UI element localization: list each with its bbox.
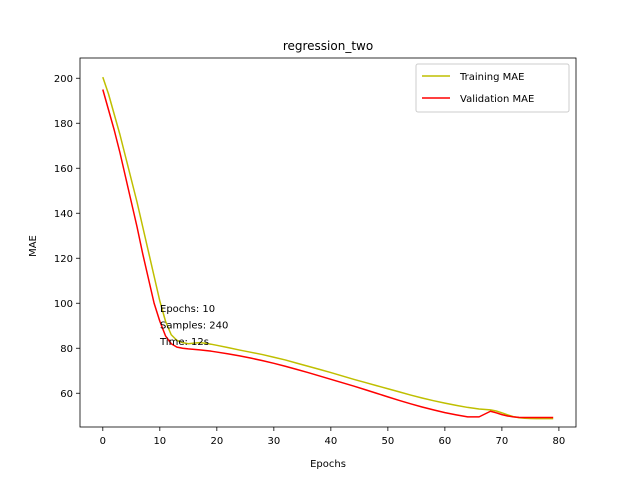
x-tick-label: 10 [153,436,166,447]
plot-area: 0 10 20 30 40 50 60 70 80 60 80 100 120 140 160 180 200 [54,57,577,447]
y-tick-label: 140 [54,209,73,220]
legend-label-0: Training MAE [459,72,524,83]
annotation-line: Samples: 240 [160,321,228,332]
legend: Training MAE Validation MAE [415,63,570,113]
x-axis-label: Epochs [310,459,346,470]
x-tick-label: 80 [553,436,566,447]
annotation-block: Epochs: 10 Samples: 240 Time: 12s [159,304,228,348]
x-tick-label: 60 [439,436,452,447]
axes-frame [79,57,577,428]
y-axis-label: MAE [28,235,39,257]
y-tick-label: 180 [54,119,73,130]
x-tick-label: 50 [381,436,394,447]
legend-label-1: Validation MAE [460,94,534,105]
annotation-line: Time: 12s [159,337,209,348]
y-tick-label: 120 [54,254,73,265]
y-tick-label: 100 [54,299,73,310]
x-tick-label: 40 [324,436,337,447]
x-tick-label: 30 [267,436,280,447]
x-tick-label: 70 [496,436,509,447]
annotation-line: Epochs: 10 [160,304,215,315]
x-tick-label: 0 [100,436,106,447]
y-tick-label: 80 [60,344,73,355]
y-tick-label: 60 [60,389,73,400]
legend-box [415,63,570,113]
x-tick-label: 20 [210,436,223,447]
series-line-0 [102,76,554,420]
y-tick-label: 200 [54,74,73,85]
series-line-1 [102,89,554,419]
chart-title: regression_two [283,39,373,53]
y-tick-label: 160 [54,164,73,175]
